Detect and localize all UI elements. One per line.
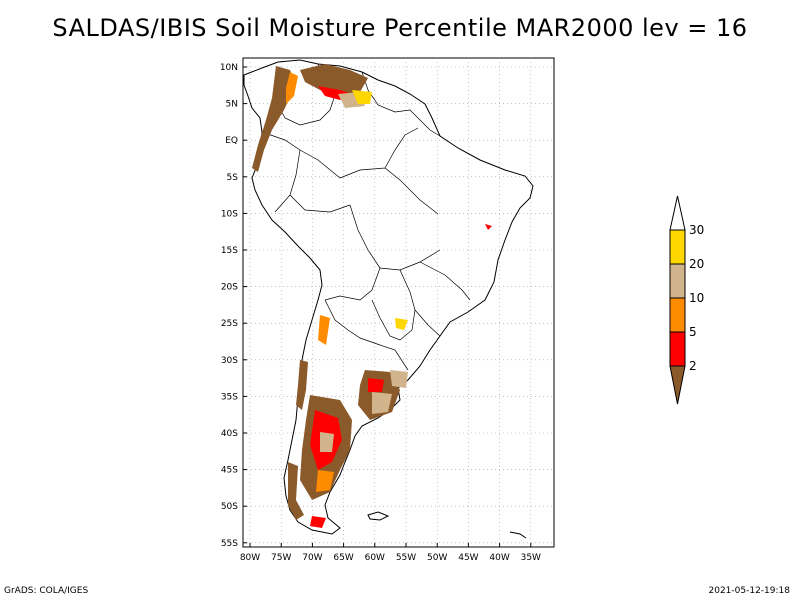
patch-paraguay-gold: [395, 318, 408, 330]
patch-venezuela-gold: [352, 90, 372, 104]
lon-label: 80W: [240, 553, 260, 563]
patch-patagonia-tan: [320, 432, 334, 452]
falkland-islands: [367, 511, 390, 521]
legend-label: 20: [689, 257, 704, 271]
lon-label: 55W: [396, 553, 416, 563]
lon-label: 35W: [521, 553, 541, 563]
continent-outline: [243, 59, 534, 539]
lon-label: 40W: [489, 553, 509, 563]
footer-timestamp: 2021-05-12-19:18: [708, 586, 791, 596]
patch-pampas-tan: [372, 392, 392, 414]
lat-label: 35S: [221, 392, 238, 402]
lat-label: 45S: [221, 466, 238, 476]
patch-brazil-east-red: [485, 224, 492, 230]
footer-credit: GrADS: COLA/IGES: [4, 586, 89, 596]
legend-swatch: [669, 229, 686, 265]
patch-argentina-north-orange: [318, 315, 330, 345]
patch-andes-colombia: [252, 66, 296, 172]
lat-label: 55S: [221, 539, 238, 549]
lat-label: 5N: [226, 100, 238, 110]
legend-top-arrow: [669, 195, 686, 231]
lon-label: 65W: [333, 553, 353, 563]
patch-colombia-orange: [286, 72, 298, 104]
country-border-lines: [261, 63, 471, 371]
lat-label: 20S: [221, 283, 238, 293]
map-gridlines: [243, 58, 554, 547]
patch-chile-central-brown: [296, 360, 308, 410]
lat-label: 40S: [221, 429, 238, 439]
map-frame: [242, 57, 555, 548]
legend-label: 30: [689, 223, 704, 237]
map-title: SALDAS/IBIS Soil Moisture Percentile MAR…: [52, 14, 748, 42]
patch-tierra-del-fuego: [310, 516, 326, 528]
latitude-labels: 10N 5N EQ 5S 10S 15S 20S 25S 30S 35S 40S 45S 50S 55S: [220, 63, 238, 549]
legend-label: 5: [689, 325, 697, 339]
lat-label: 5S: [227, 173, 239, 183]
patch-north-coast-brown: [300, 64, 368, 96]
patch-uruguay-tan: [390, 370, 408, 388]
color-legend: 30 20 10 5 2: [669, 195, 704, 405]
lon-label: 50W: [427, 553, 447, 563]
lon-label: 45W: [458, 553, 478, 563]
patch-patagonia-orange: [316, 470, 334, 492]
south-georgia-island: [509, 531, 527, 539]
legend-label: 2: [689, 359, 697, 373]
south-america-coastline: [243, 59, 534, 535]
lon-label: 75W: [271, 553, 291, 563]
lat-label: 25S: [221, 319, 238, 329]
legend-label: 10: [689, 291, 704, 305]
lat-label: 30S: [221, 356, 238, 366]
lon-label: 70W: [302, 553, 322, 563]
legend-swatch: [669, 331, 686, 367]
patch-chile-south-brown: [288, 462, 304, 520]
longitude-labels: 80W 75W 70W 65W 60W 55W 50W 45W 40W 35W: [240, 553, 541, 563]
legend-swatch: [669, 263, 686, 299]
lon-label: 60W: [365, 553, 385, 563]
legend-swatch: [669, 297, 686, 333]
lat-label: 15S: [221, 246, 238, 256]
lat-label: 50S: [221, 502, 238, 512]
lat-label: EQ: [225, 136, 238, 146]
soil-moisture-shading: [252, 64, 492, 528]
patch-pampas-red: [368, 378, 384, 392]
lat-label: 10S: [221, 209, 238, 219]
lat-label: 10N: [220, 63, 238, 73]
legend-bottom-arrow: [669, 365, 686, 405]
